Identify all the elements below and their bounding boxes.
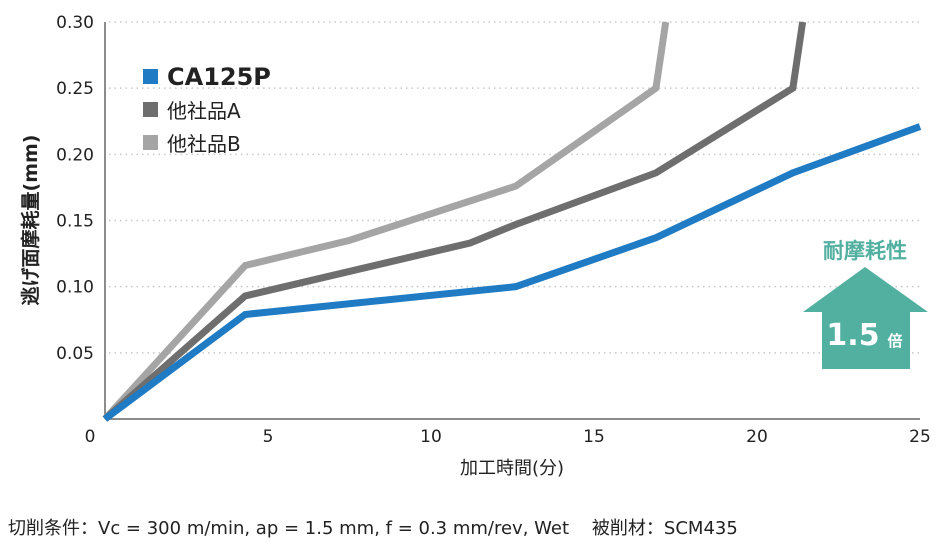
y-axis-label: 逃げ面摩耗量(mm) <box>19 135 42 306</box>
legend-label: 他社品A <box>167 99 241 123</box>
improvement-annotation: 耐摩耗性 1.5 倍 <box>803 239 928 369</box>
series-line-他社品A <box>102 21 807 422</box>
y-tick-label: 0.25 <box>56 79 94 99</box>
x-tick-label: 10 <box>420 427 442 447</box>
x-tick-label: 20 <box>746 427 768 447</box>
legend-swatch <box>143 135 158 150</box>
legend-label: 他社品B <box>167 132 241 156</box>
y-tick-label: 0.15 <box>56 212 94 232</box>
legend-label: CA125P <box>167 63 271 91</box>
up-arrow-icon <box>803 267 928 369</box>
legend-swatch <box>143 102 158 117</box>
cutting-conditions: 切削条件：Vc = 300 m/min, ap = 1.5 mm, f = 0.… <box>8 518 738 539</box>
legend-swatch <box>143 69 158 84</box>
annotation-title: 耐摩耗性 <box>823 239 907 263</box>
x-tick-label: 25 <box>909 427 931 447</box>
y-tick-label: 0.20 <box>56 145 94 165</box>
x-tick-label: 15 <box>583 427 605 447</box>
y-tick-label: 0.30 <box>56 13 94 33</box>
origin-label: 0 <box>85 427 96 447</box>
legend: CA125P 他社品A 他社品B <box>143 63 271 156</box>
x-tick-label: 5 <box>263 427 274 447</box>
y-tick-label: 0.10 <box>56 278 94 298</box>
series-line-他社品B <box>102 21 670 422</box>
y-tick-label: 0.05 <box>56 344 94 364</box>
annotation-value: 1.5 <box>826 318 879 353</box>
annotation-unit: 倍 <box>887 332 902 350</box>
series-line-CA125P <box>102 123 922 422</box>
x-axis-label: 加工時間(分) <box>460 458 564 479</box>
